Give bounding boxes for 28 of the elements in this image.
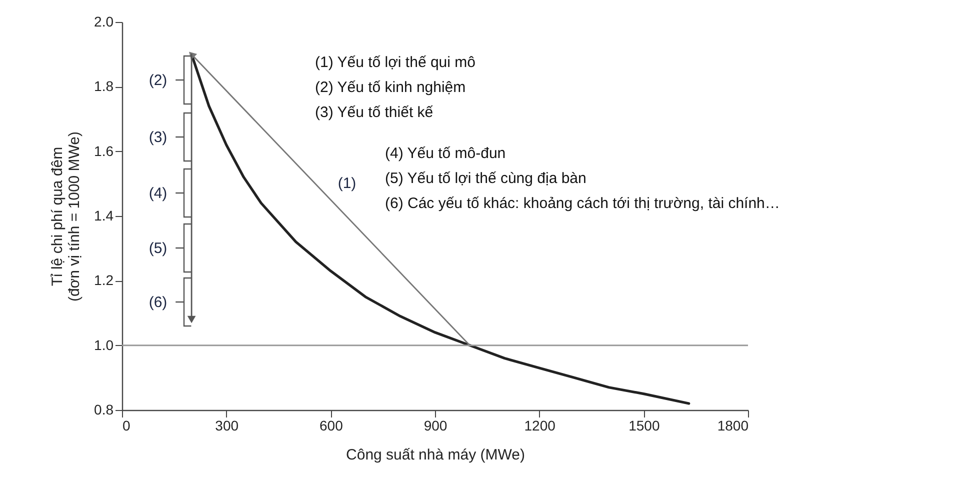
annotation: (6) Các yếu tố khác: khoảng cách tới thị trường, tài chính… [385, 195, 780, 212]
y-tick-label: 2.0 [94, 14, 114, 30]
annotation: (3) [148, 129, 168, 146]
annotation: (4) Yếu tố mô-đun [385, 145, 506, 162]
y-tick-label: 0.8 [94, 402, 114, 418]
y-tick-label: 1.2 [94, 272, 114, 288]
annotation: (4) [148, 185, 168, 202]
x-tick-label: 300 [215, 418, 239, 434]
annotation: (5) [148, 240, 168, 257]
y-tick-label: 1.4 [94, 208, 114, 224]
annotation: (6) [148, 294, 168, 311]
x-axis-title: Công suất nhà máy (MWe) [346, 446, 525, 464]
annotation: (1) Yếu tố lợi thế qui mô [315, 54, 476, 71]
x-tick-label: 600 [319, 418, 344, 434]
x-tick-label: 900 [424, 418, 448, 434]
x-tick-label: 1200 [524, 418, 556, 434]
x-tick-label: 1800 [717, 418, 749, 434]
x-tick-label: 0 [122, 418, 130, 434]
y-tick-label: 1.0 [94, 336, 114, 353]
annotation: (5) Yếu tố lợi thế cùng địa bàn [385, 170, 586, 187]
annotation: (2) [148, 72, 168, 89]
x-tick-label: 1500 [628, 418, 660, 434]
annotation: (1) [338, 175, 356, 192]
y-axis-title: Tỉ lệ chi phí qua đêm (đơn vị tính = 1000 MWe) [49, 131, 84, 302]
annotation: (3) Yếu tố thiết kế [315, 104, 434, 121]
y-tick-label: 1.6 [94, 142, 114, 159]
y-tick-label: 1.8 [94, 78, 114, 94]
annotation: (2) Yếu tố kinh nghiệm [315, 79, 466, 96]
